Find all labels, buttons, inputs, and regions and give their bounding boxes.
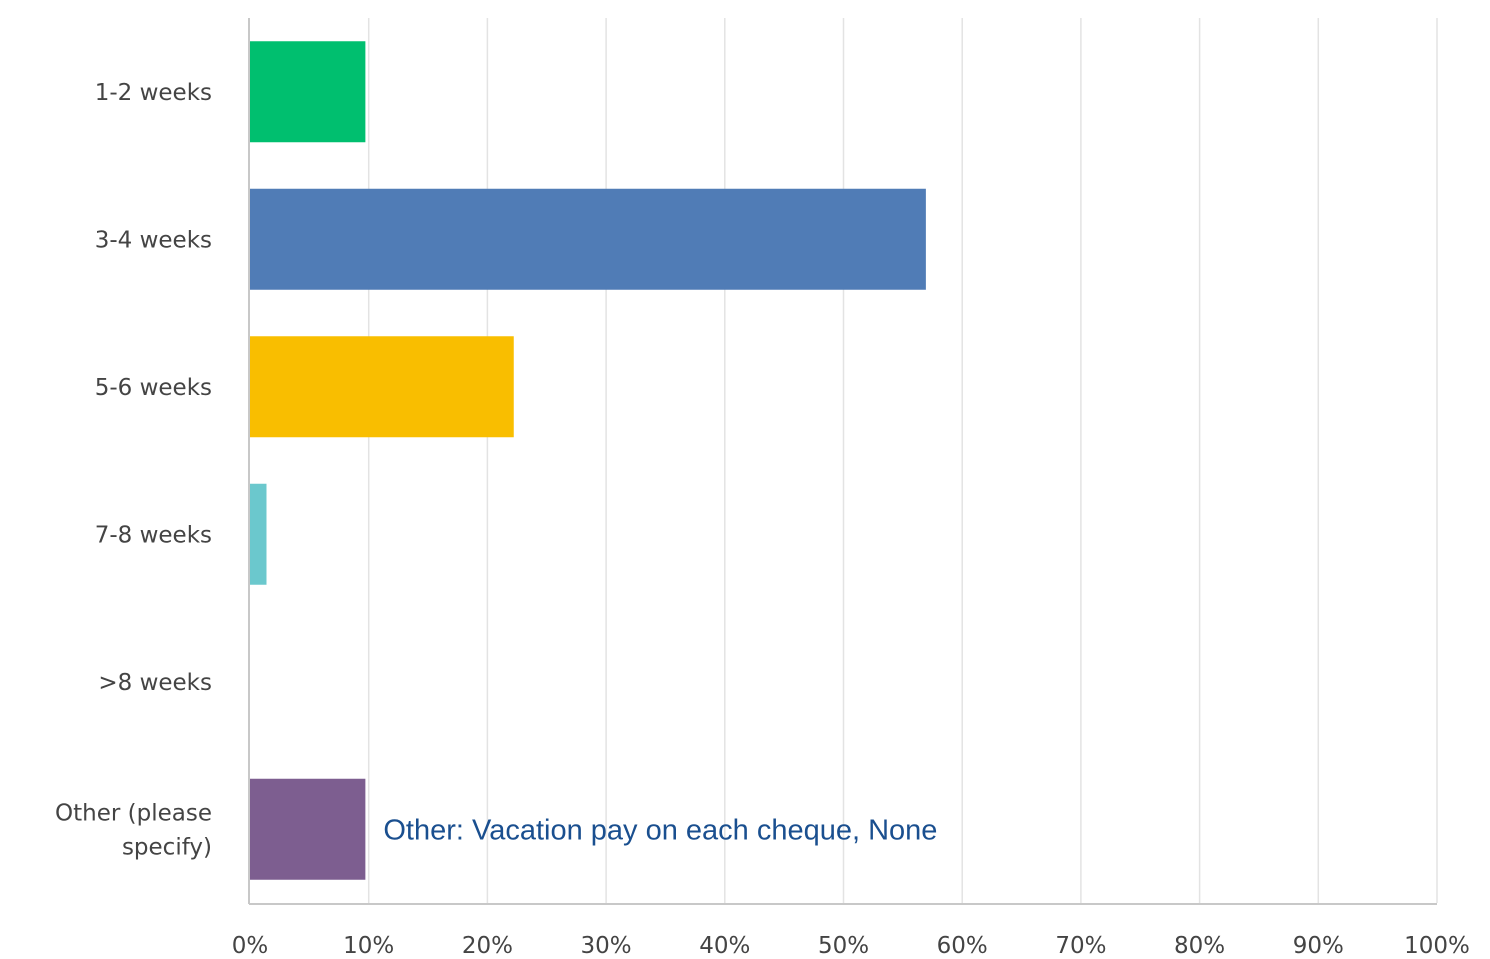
- annotation-text: Other: Vacation pay on each cheque, None: [383, 814, 937, 846]
- category-label: 1-2 weeks: [95, 80, 212, 106]
- bar: [250, 336, 514, 438]
- x-tick-label: 90%: [1293, 933, 1344, 959]
- bar: [250, 41, 366, 143]
- x-tick-label: 50%: [818, 933, 869, 959]
- category-label: 5-6 weeks: [95, 375, 212, 401]
- bar: [250, 778, 366, 880]
- bars: [250, 41, 926, 880]
- bar: [250, 483, 267, 585]
- x-tick-label: 70%: [1055, 933, 1106, 959]
- bar: [250, 188, 926, 290]
- gridlines: [367, 18, 1438, 903]
- x-tick-label: 60%: [937, 933, 988, 959]
- x-tick-label: 0%: [232, 933, 269, 959]
- x-tick-label: 20%: [462, 933, 513, 959]
- x-tick-label: 30%: [581, 933, 632, 959]
- category-label: >8 weeks: [98, 670, 212, 696]
- category-labels: 1-2 weeks 3-4 weeks 5-6 weeks 7-8 weeks >8 w…: [55, 80, 212, 861]
- annotations: Other: Vacation pay on each cheque, None: [383, 814, 937, 846]
- category-label: 7-8 weeks: [95, 522, 212, 548]
- category-label: specify): [122, 834, 212, 860]
- x-tick-label: 40%: [699, 933, 750, 959]
- axes: [248, 18, 1437, 905]
- category-label: Other (please: [55, 800, 212, 826]
- x-tick-label: 100%: [1404, 933, 1470, 959]
- x-tick-labels: 0% 10% 20% 30% 40% 50% 60% 70% 80% 90% 100%: [232, 933, 1470, 959]
- x-tick-label: 10%: [343, 933, 394, 959]
- x-tick-label: 80%: [1174, 933, 1225, 959]
- category-label: 3-4 weeks: [95, 227, 212, 253]
